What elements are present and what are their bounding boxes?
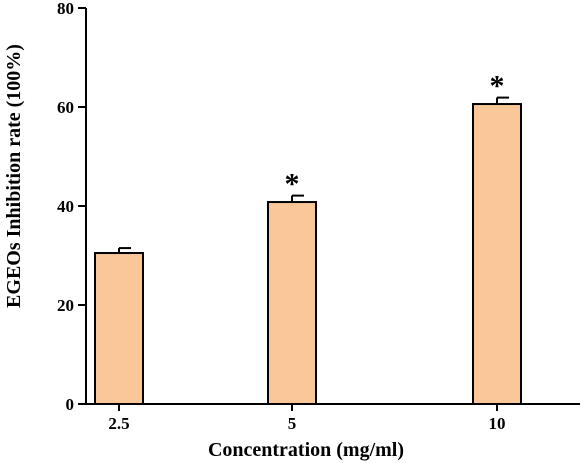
y-tick-label: 80	[57, 0, 74, 18]
x-tick-label: 10	[489, 414, 506, 433]
x-axis-label: Concentration (mg/ml)	[208, 439, 404, 461]
bar	[94, 252, 144, 405]
y-ticks: 0 20 40 60 80	[57, 0, 86, 414]
x-tick-label: 2.5	[108, 414, 129, 433]
x-tick-label: 5	[288, 414, 297, 433]
y-tick-label: 0	[66, 395, 75, 414]
significance-marker: *	[490, 70, 505, 103]
y-tick-label: 20	[57, 296, 74, 315]
y-tick-label: 40	[57, 197, 74, 216]
bar	[267, 201, 317, 405]
y-axis-label: EGEOs Inhibition rate (100%)	[3, 44, 25, 308]
y-tick-label: 60	[57, 98, 74, 117]
bar	[472, 103, 522, 405]
x-ticks: 2.5 5 10	[108, 404, 506, 433]
bars-layer: **	[94, 70, 522, 405]
significance-marker: *	[285, 168, 300, 201]
